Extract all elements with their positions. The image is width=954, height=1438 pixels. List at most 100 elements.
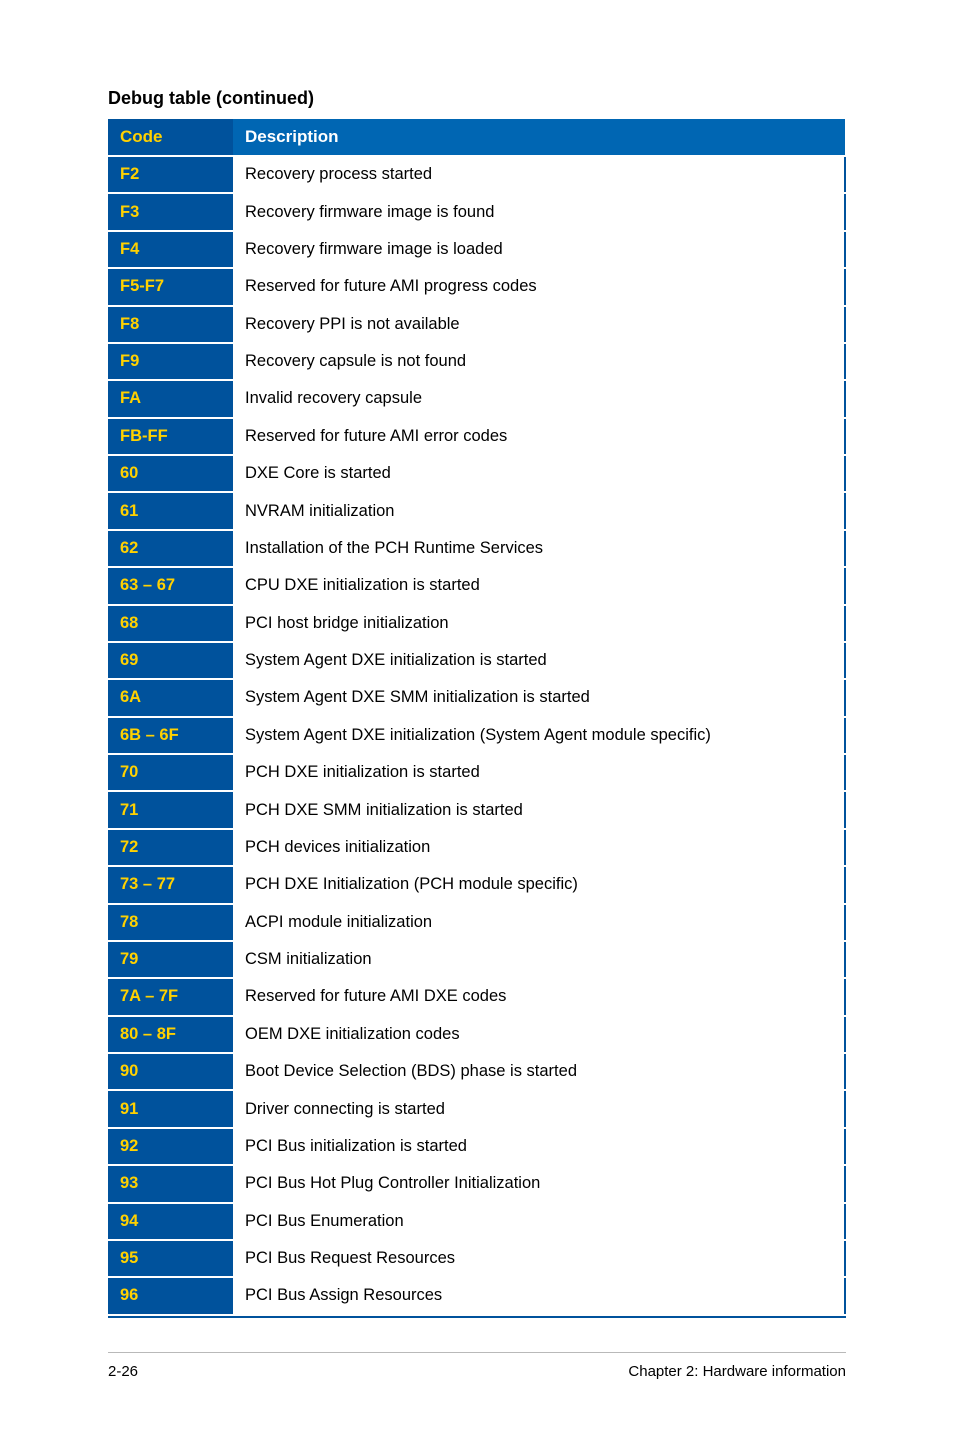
description-cell: PCI host bridge initialization	[233, 605, 845, 642]
description-cell: Recovery process started	[233, 156, 845, 193]
description-cell: System Agent DXE initialization is start…	[233, 642, 845, 679]
description-cell: PCH devices initialization	[233, 829, 845, 866]
description-cell: PCH DXE initialization is started	[233, 754, 845, 791]
code-cell: 7A – 7F	[108, 978, 233, 1015]
table-row: F8Recovery PPI is not available	[108, 306, 845, 343]
code-cell: 6B – 6F	[108, 717, 233, 754]
description-cell: PCI Bus initialization is started	[233, 1128, 845, 1165]
table-header-row: Code Description	[108, 119, 845, 156]
page-number: 2-26	[108, 1363, 138, 1380]
table-row: 61NVRAM initialization	[108, 492, 845, 529]
footer-line: 2-26 Chapter 2: Hardware information	[108, 1352, 846, 1380]
code-cell: F8	[108, 306, 233, 343]
code-cell: FA	[108, 380, 233, 417]
description-cell: PCH DXE SMM initialization is started	[233, 791, 845, 828]
code-cell: 79	[108, 941, 233, 978]
code-cell: F3	[108, 193, 233, 230]
description-cell: PCI Bus Request Resources	[233, 1240, 845, 1277]
description-cell: CSM initialization	[233, 941, 845, 978]
code-cell: 69	[108, 642, 233, 679]
table-row: 70PCH DXE initialization is started	[108, 754, 845, 791]
table-row: 95PCI Bus Request Resources	[108, 1240, 845, 1277]
page: Debug table (continued) Code Description…	[0, 0, 954, 1438]
table-row: 71PCH DXE SMM initialization is started	[108, 791, 845, 828]
description-cell: Reserved for future AMI progress codes	[233, 268, 845, 305]
code-cell: 60	[108, 455, 233, 492]
code-cell: 73 – 77	[108, 866, 233, 903]
description-cell: Recovery firmware image is loaded	[233, 231, 845, 268]
page-footer: 2-26 Chapter 2: Hardware information	[108, 1352, 846, 1380]
table-body: F2Recovery process startedF3Recovery fir…	[108, 156, 845, 1315]
description-cell: Boot Device Selection (BDS) phase is sta…	[233, 1053, 845, 1090]
code-cell: 68	[108, 605, 233, 642]
table-row: 62Installation of the PCH Runtime Servic…	[108, 530, 845, 567]
code-cell: 95	[108, 1240, 233, 1277]
description-cell: Installation of the PCH Runtime Services	[233, 530, 845, 567]
table-row: F2Recovery process started	[108, 156, 845, 193]
description-cell: PCI Bus Assign Resources	[233, 1277, 845, 1314]
description-cell: Recovery capsule is not found	[233, 343, 845, 380]
description-cell: Recovery PPI is not available	[233, 306, 845, 343]
table-row: 91Driver connecting is started	[108, 1090, 845, 1127]
description-cell: Reserved for future AMI DXE codes	[233, 978, 845, 1015]
description-cell: Driver connecting is started	[233, 1090, 845, 1127]
table-row: F4Recovery firmware image is loaded	[108, 231, 845, 268]
description-cell: CPU DXE initialization is started	[233, 567, 845, 604]
code-cell: F9	[108, 343, 233, 380]
code-cell: 71	[108, 791, 233, 828]
table-row: 78ACPI module initialization	[108, 904, 845, 941]
table-row: F3Recovery firmware image is found	[108, 193, 845, 230]
header-description: Description	[233, 119, 845, 156]
code-cell: 61	[108, 492, 233, 529]
description-cell: System Agent DXE SMM initialization is s…	[233, 679, 845, 716]
code-cell: FB-FF	[108, 418, 233, 455]
table-row: 6B – 6FSystem Agent DXE initialization (…	[108, 717, 845, 754]
table-row: 68PCI host bridge initialization	[108, 605, 845, 642]
table-row: 80 – 8FOEM DXE initialization codes	[108, 1016, 845, 1053]
table-row: F9Recovery capsule is not found	[108, 343, 845, 380]
debug-table-wrap: Code Description F2Recovery process star…	[108, 119, 846, 1318]
description-cell: ACPI module initialization	[233, 904, 845, 941]
table-row: 7A – 7FReserved for future AMI DXE codes	[108, 978, 845, 1015]
table-row: F5-F7Reserved for future AMI progress co…	[108, 268, 845, 305]
page-title: Debug table (continued)	[108, 88, 846, 109]
code-cell: 63 – 67	[108, 567, 233, 604]
description-cell: PCH DXE Initialization (PCH module speci…	[233, 866, 845, 903]
description-cell: OEM DXE initialization codes	[233, 1016, 845, 1053]
table-row: 79CSM initialization	[108, 941, 845, 978]
description-cell: PCI Bus Hot Plug Controller Initializati…	[233, 1165, 845, 1202]
description-cell: Recovery firmware image is found	[233, 193, 845, 230]
code-cell: 78	[108, 904, 233, 941]
table-row: 63 – 67CPU DXE initialization is started	[108, 567, 845, 604]
code-cell: 72	[108, 829, 233, 866]
code-cell: 94	[108, 1203, 233, 1240]
table-row: FB-FFReserved for future AMI error codes	[108, 418, 845, 455]
table-row: 6ASystem Agent DXE SMM initialization is…	[108, 679, 845, 716]
table-row: 96PCI Bus Assign Resources	[108, 1277, 845, 1314]
code-cell: 93	[108, 1165, 233, 1202]
table-row: 60DXE Core is started	[108, 455, 845, 492]
table-row: 92PCI Bus initialization is started	[108, 1128, 845, 1165]
code-cell: 92	[108, 1128, 233, 1165]
table-row: FAInvalid recovery capsule	[108, 380, 845, 417]
chapter-label: Chapter 2: Hardware information	[628, 1363, 846, 1380]
code-cell: 90	[108, 1053, 233, 1090]
description-cell: Invalid recovery capsule	[233, 380, 845, 417]
description-cell: Reserved for future AMI error codes	[233, 418, 845, 455]
code-cell: 6A	[108, 679, 233, 716]
header-code: Code	[108, 119, 233, 156]
table-row: 73 – 77PCH DXE Initialization (PCH modul…	[108, 866, 845, 903]
table-row: 72PCH devices initialization	[108, 829, 845, 866]
code-cell: 91	[108, 1090, 233, 1127]
table-row: 93PCI Bus Hot Plug Controller Initializa…	[108, 1165, 845, 1202]
code-cell: 62	[108, 530, 233, 567]
code-cell: F5-F7	[108, 268, 233, 305]
debug-table: Code Description F2Recovery process star…	[108, 119, 846, 1316]
table-row: 90Boot Device Selection (BDS) phase is s…	[108, 1053, 845, 1090]
description-cell: DXE Core is started	[233, 455, 845, 492]
code-cell: 96	[108, 1277, 233, 1314]
table-row: 69System Agent DXE initialization is sta…	[108, 642, 845, 679]
code-cell: F2	[108, 156, 233, 193]
code-cell: F4	[108, 231, 233, 268]
description-cell: NVRAM initialization	[233, 492, 845, 529]
